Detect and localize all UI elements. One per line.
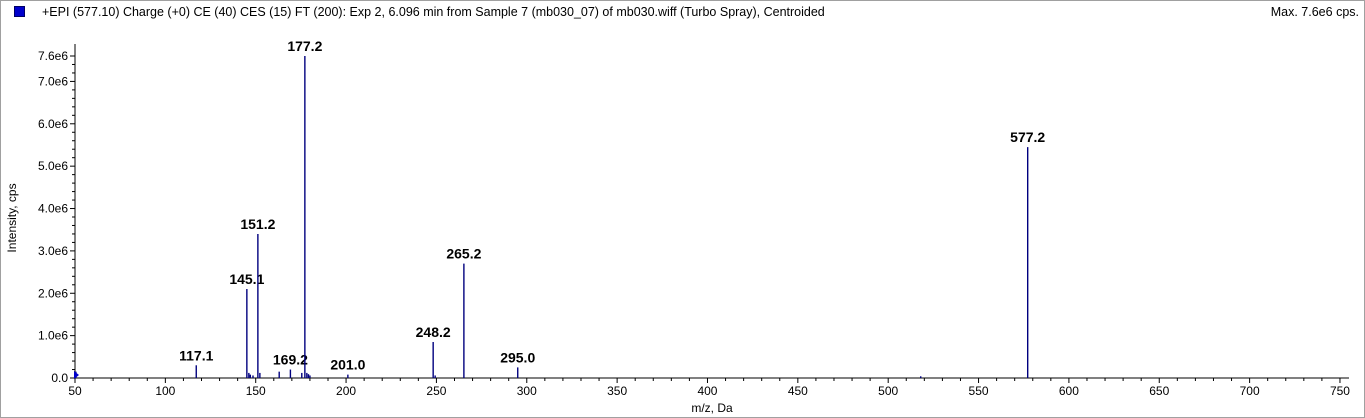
y-tick-label: 1.0e6 [38, 329, 68, 343]
y-tick-label: 7.0e6 [38, 74, 68, 88]
peak-label: 295.0 [500, 349, 535, 365]
y-tick-label: 5.0e6 [38, 159, 68, 173]
peak-label: 201.0 [330, 357, 365, 373]
x-tick-label: 600 [1059, 384, 1079, 398]
x-tick-label: 500 [878, 384, 898, 398]
peak-label: 177.2 [287, 38, 322, 54]
peak-label: 265.2 [446, 246, 481, 262]
peak-label: 169.2 [273, 352, 308, 368]
y-axis-label: Intensity, cps [5, 183, 19, 252]
y-tick-label: 2.0e6 [38, 286, 68, 300]
plot-layer: 50 100 150 200 250 300 350 400 450 500 550 600 650 70… [38, 38, 1350, 398]
peak-label: 248.2 [416, 324, 451, 340]
x-tick-label: 50 [68, 384, 82, 398]
x-tick-label: 750 [1330, 384, 1350, 398]
y-tick-label: 4.0e6 [38, 202, 68, 216]
x-tick-label: 350 [607, 384, 627, 398]
axis-handle-icon[interactable] [74, 371, 79, 379]
x-tick-label: 200 [336, 384, 356, 398]
x-tick-label: 300 [517, 384, 537, 398]
x-tick-label: 150 [246, 384, 266, 398]
chart-header: +EPI (577.10) Charge (+0) CE (40) CES (1… [0, 0, 1363, 26]
y-tick-label: 6.0e6 [38, 117, 68, 131]
x-tick-label: 550 [969, 384, 989, 398]
y-tick-label: 7.6e6 [38, 49, 68, 63]
x-tick-label: 400 [697, 384, 717, 398]
x-tick-label: 450 [788, 384, 808, 398]
x-tick-label: 250 [426, 384, 446, 398]
x-axis-label: m/z, Da [691, 401, 733, 415]
peak-label: 151.2 [240, 216, 275, 232]
x-tick-label: 100 [155, 384, 175, 398]
y-tick-label: 3.0e6 [38, 244, 68, 258]
max-intensity-label: Max. 7.6e6 cps. [1270, 5, 1359, 19]
peak-label: 117.1 [179, 347, 213, 363]
chart-title: +EPI (577.10) Charge (+0) CE (40) CES (1… [42, 5, 825, 19]
peak-label: 145.1 [229, 271, 264, 287]
x-tick-label: 700 [1240, 384, 1260, 398]
y-tick-label: 0.0 [51, 371, 68, 385]
x-tick-label: 650 [1149, 384, 1169, 398]
peak-label: 577.2 [1010, 129, 1045, 145]
legend-swatch-icon[interactable] [14, 6, 25, 17]
